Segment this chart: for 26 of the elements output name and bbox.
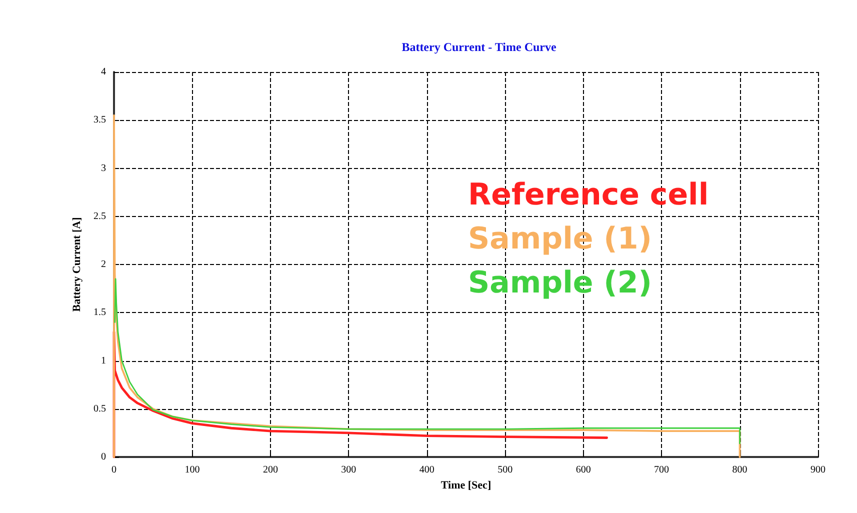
chart-title: Battery Current - Time Curve <box>402 40 557 54</box>
x-tick-label: 900 <box>810 464 826 476</box>
text: Reference cell <box>468 178 709 212</box>
x-tick-label: 500 <box>498 464 513 476</box>
y-tick-label: 0.5 <box>94 403 106 414</box>
x-tick-label: 200 <box>262 464 278 476</box>
y-tick-label: 2.5 <box>94 210 106 222</box>
x-tick-label: 0 <box>112 464 116 476</box>
x-tick-label: 400 <box>419 464 434 476</box>
x-axis-title: Time [Sec] <box>440 479 492 492</box>
x-tick-label: 100 <box>184 464 200 476</box>
y-tick-label: 0 <box>101 452 106 462</box>
x-tick-label: 300 <box>341 464 356 476</box>
y-tick-label: 2 <box>101 259 106 270</box>
text: Sample (1) <box>468 222 652 256</box>
x-tick-label: 600 <box>576 464 591 476</box>
x-tick-label: 700 <box>654 464 670 476</box>
text: Sample (2) <box>468 266 652 300</box>
y-axis-title: Battery Current [A] <box>71 217 84 312</box>
y-tick-label: 1 <box>101 355 106 366</box>
y-tick-label: 4 <box>101 66 106 78</box>
x-tick-label: 800 <box>732 464 748 476</box>
line-series <box>113 114 741 458</box>
y-tick-label: 1.5 <box>94 307 106 318</box>
y-tick-label: 3 <box>101 162 106 174</box>
y-tick-label: 3.5 <box>94 114 106 126</box>
